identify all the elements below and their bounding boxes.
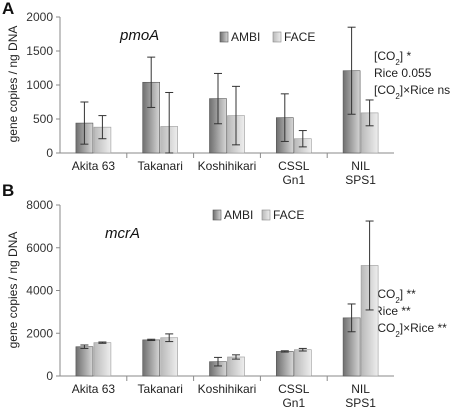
stats-annotation-line: [CO2]×Rice **	[374, 321, 447, 339]
legend-label-face-a: FACE	[284, 30, 315, 44]
category-label: Takanari	[138, 159, 183, 173]
panel-letter-a: A	[2, 0, 14, 18]
legend-label-face-b: FACE	[273, 208, 304, 222]
bar-face	[160, 337, 178, 377]
category-label: NIL SPS1	[345, 159, 376, 187]
category-label: CSSL Gn1	[278, 159, 310, 187]
panel-a: A pmoA gene copies / ng DNA AMBI FACE [C…	[2, 0, 450, 187]
y-tick-label: 0	[46, 146, 53, 160]
category-label: Akita 63	[72, 382, 116, 396]
category-label: CSSL Gn1	[278, 382, 310, 410]
bar-face	[227, 356, 245, 377]
legend-b: AMBI FACE	[212, 208, 304, 222]
legend-swatch-ambi-b	[212, 209, 222, 221]
legend-swatch-ambi-a	[219, 31, 229, 43]
y-tick-label: 500	[33, 112, 53, 126]
category-label: NIL SPS1	[345, 382, 376, 410]
bar-face	[93, 342, 112, 377]
plot-area-a: 0 500 1000 1500 2000 Akita 63 Takanari Koshihik…	[26, 10, 394, 187]
stats-annotation-line: Rice **	[374, 304, 411, 318]
bar-face	[293, 349, 312, 377]
y-tick-label: 2000	[26, 326, 53, 340]
legend-label-ambi-b: AMBI	[224, 208, 253, 222]
stats-annotation-line: [CO2] **	[374, 287, 416, 305]
stats-annotations-a: [CO2] *Rice 0.055 [CO2]×Rice ns	[374, 49, 450, 101]
y-tick-label: 4000	[26, 284, 53, 298]
gene-label-b: mcrA	[105, 225, 140, 242]
gene-label-a: pmoA	[119, 27, 159, 44]
panel-b: B mcrA gene copies / ng DNA AMBI FACE [C…	[2, 181, 447, 410]
bar-ambi	[75, 346, 94, 377]
stats-annotation-line: [CO2]×Rice ns	[374, 83, 450, 101]
y-tick-label: 1500	[26, 44, 53, 58]
bar-ambi	[275, 351, 294, 377]
panel-letter-b: B	[2, 181, 14, 200]
category-label: Koshihikari	[198, 159, 257, 173]
stats-annotation-line: Rice 0.055	[374, 66, 432, 80]
y-tick-label: 8000	[26, 198, 53, 212]
legend-swatch-face-a	[272, 31, 282, 43]
y-axis-title-a: gene copies / ng DNA	[6, 26, 20, 143]
legend-swatch-face-b	[261, 209, 271, 221]
bar-ambi	[142, 339, 160, 377]
category-label: Takanari	[138, 382, 183, 396]
stats-annotations-b: [CO2] **Rice ** [CO2]×Rice **	[374, 287, 447, 339]
y-axis-title-b: gene copies / ng DNA	[6, 232, 20, 349]
y-tick-label: 6000	[26, 241, 53, 255]
plot-area-b: 0 2000 4000 6000 8000 Akita 63 Takanari Koshihi…	[26, 198, 394, 410]
y-tick-label: 0	[46, 369, 53, 383]
category-label: Akita 63	[72, 159, 116, 173]
y-tick-label: 2000	[26, 10, 53, 24]
y-tick-label: 1000	[26, 78, 53, 92]
category-label: Koshihikari	[198, 382, 257, 396]
legend-a: AMBI FACE	[219, 30, 315, 44]
legend-label-ambi-a: AMBI	[231, 30, 260, 44]
stats-annotation-line: [CO2] *	[374, 49, 411, 67]
